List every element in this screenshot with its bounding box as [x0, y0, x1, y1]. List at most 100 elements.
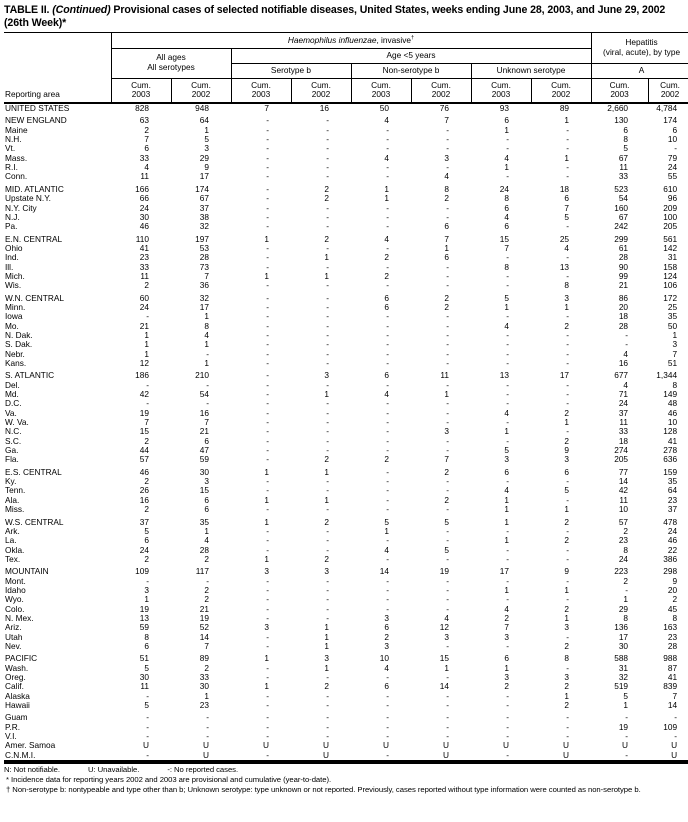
value-cell: - — [506, 575, 509, 586]
value-cell: - — [206, 575, 209, 586]
value-cell: - — [266, 721, 269, 732]
value-cell: 11 — [440, 370, 449, 381]
value-cell: 7 — [204, 417, 209, 428]
value-cell: U — [563, 740, 570, 751]
value-cell: - — [266, 202, 269, 213]
value-cell: 13 — [499, 370, 509, 381]
value-cell: 6 — [384, 301, 389, 312]
value-cell: 3 — [324, 566, 329, 577]
value-cell: U — [323, 740, 329, 751]
value-cell: 205 — [663, 221, 678, 232]
value-cell: 1 — [444, 389, 449, 400]
value-cell: 2 — [324, 233, 329, 244]
value-cell: 163 — [663, 622, 678, 633]
value-cell: - — [326, 242, 329, 253]
value-cell: 2 — [564, 700, 570, 711]
value-cell: - — [446, 721, 449, 732]
column-header-cum-2003: Cum. 2003 — [350, 78, 411, 105]
value-cell: 4 — [384, 115, 389, 126]
value-cell: 8 — [672, 379, 678, 390]
value-cell: - — [506, 721, 509, 732]
table-row-r-i: R.I. 4 9 - - - - 1 - 11 24 — [4, 162, 688, 173]
value-cell: 3 — [672, 339, 678, 350]
value-cell: - — [326, 426, 329, 437]
table-row-colo: Colo. 19 21 - - - - 4 2 29 45 — [4, 603, 688, 614]
value-cell: 839 — [663, 681, 678, 692]
value-cell: 8 — [444, 183, 449, 194]
value-cell: 1 — [324, 466, 329, 477]
value-cell: 3 — [444, 426, 449, 437]
value-cell: - — [266, 370, 269, 381]
value-cell: 174 — [195, 183, 209, 194]
value-cell: - — [566, 389, 570, 400]
value-cell: - — [446, 329, 449, 340]
header-row-disease-groups: Reporting area Haemophilus influenzae, i… — [4, 32, 688, 105]
value-cell: 6 — [384, 370, 389, 381]
reporting-area-cell: N.Y. City — [5, 202, 37, 213]
value-cell: 18 — [618, 311, 629, 322]
value-cell: 3 — [504, 672, 509, 683]
reporting-area-cell: E.S. CENTRAL — [5, 466, 62, 477]
value-cell: 124 — [663, 270, 678, 281]
table-row-upstate-n-y: Upstate N.Y. 66 67 - 2 1 2 8 6 54 96 — [4, 193, 688, 203]
value-cell: - — [506, 329, 509, 340]
value-cell: - — [266, 603, 269, 614]
value-cell: - — [446, 476, 449, 487]
value-cell: 6 — [384, 622, 389, 633]
value-cell: 109 — [663, 721, 678, 732]
value-cell: 2 — [324, 681, 329, 692]
reporting-area-cell: Maine — [5, 124, 28, 135]
value-cell: - — [146, 311, 149, 322]
table-row-nev: Nev. 6 7 - 1 3 - - 2 30 28 — [4, 641, 688, 651]
table-row-ohio: Ohio 41 53 - - - 1 7 4 61 142 — [4, 242, 688, 253]
value-cell: 6 — [504, 221, 509, 232]
value-cell: - — [625, 329, 629, 340]
value-cell: 274 — [614, 445, 629, 456]
reporting-area-cell: S. Dak. — [5, 339, 33, 350]
value-cell: 19 — [199, 612, 209, 623]
value-cell: - — [266, 292, 269, 303]
footnote-dagger: † Non-serotype b: nontypeable and type o… — [6, 785, 641, 795]
value-cell: 6 — [204, 504, 209, 515]
value-cell: 30 — [139, 672, 149, 683]
value-cell: 2 — [324, 183, 329, 194]
value-cell: - — [446, 575, 449, 586]
value-cell: - — [266, 700, 269, 711]
value-cell: - — [566, 476, 570, 487]
value-cell: 1 — [144, 348, 149, 359]
value-cell: - — [446, 504, 449, 515]
value-cell: - — [566, 143, 570, 154]
value-cell: - — [506, 134, 509, 145]
value-cell: - — [266, 329, 269, 340]
value-cell: 1 — [384, 183, 389, 194]
value-cell: 100 — [663, 211, 678, 222]
reporting-area-cell: Wash. — [5, 662, 29, 673]
reporting-area-cell: Va. — [5, 407, 17, 418]
value-cell: 19 — [439, 566, 449, 577]
value-cell: 89 — [559, 103, 570, 114]
value-cell: - — [266, 348, 269, 359]
value-cell: 2 — [384, 252, 389, 263]
value-cell: U — [443, 740, 449, 751]
non-serotype-b-header: Non-serotype b — [350, 63, 471, 79]
value-cell: - — [326, 398, 329, 409]
value-cell: - — [326, 292, 329, 303]
value-cell: 12 — [439, 622, 449, 633]
table-row-wyo: Wyo. 1 2 - - - - - - 1 2 — [4, 594, 688, 604]
value-cell: 172 — [663, 292, 678, 303]
value-cell: - — [446, 261, 449, 272]
value-cell: 5 — [504, 445, 509, 456]
value-cell: 21 — [139, 320, 149, 331]
value-cell: 9 — [204, 162, 209, 173]
value-cell: - — [386, 202, 389, 213]
value-cell: - — [386, 712, 389, 723]
value-cell: 23 — [667, 631, 678, 642]
value-cell: 1 — [504, 426, 509, 437]
value-cell: - — [446, 358, 449, 369]
value-cell: 32 — [199, 292, 209, 303]
table-row-calif: Calif. 11 30 1 2 6 14 2 2 519 839 — [4, 681, 688, 692]
reporting-area-cell: Okla. — [5, 544, 25, 555]
reporting-area-cell: N.J. — [5, 211, 20, 222]
table-row-ind: Ind. 23 28 - 1 2 6 - - 28 31 — [4, 252, 688, 263]
value-cell: 1 — [564, 301, 570, 312]
